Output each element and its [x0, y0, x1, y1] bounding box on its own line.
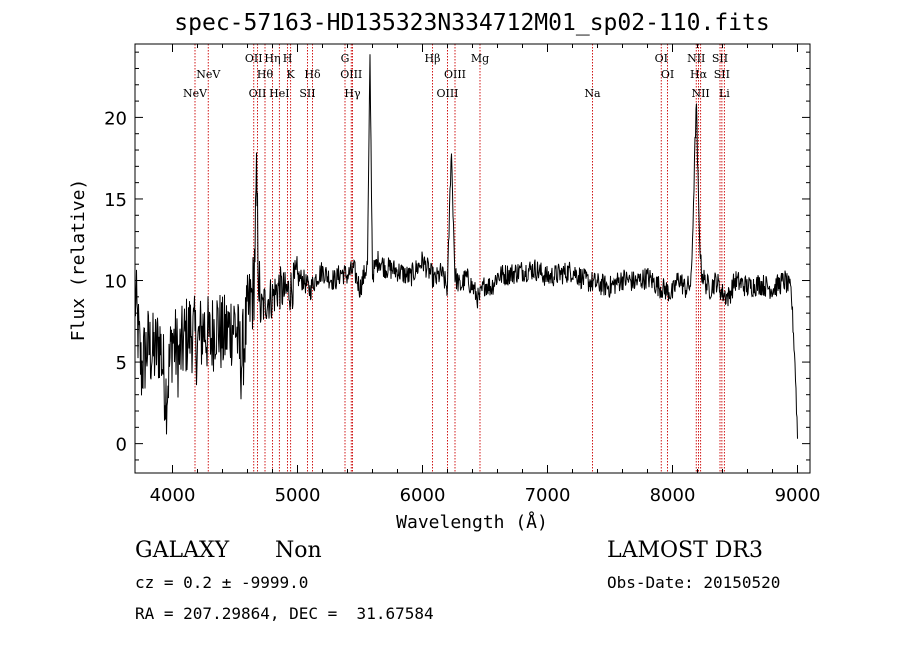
- y-tick-label: 20: [104, 108, 127, 129]
- emission-line-label: OIII: [444, 68, 466, 81]
- emission-line-label: OII: [245, 52, 263, 65]
- x-tick-label: 5000: [275, 485, 321, 506]
- emission-line-label: Li: [719, 87, 730, 100]
- chart-title: spec-57163-HD135323N334712M01_sp02-110.f…: [174, 10, 769, 36]
- emission-line-label: H: [283, 52, 293, 65]
- emission-line-label: Hγ: [344, 87, 361, 100]
- y-tick-labels: 0 5 10 15 20: [104, 108, 127, 455]
- emission-line-label: HeI: [269, 87, 289, 100]
- plot-axes: [134, 43, 811, 474]
- emission-line-markers: [194, 44, 725, 473]
- emission-line-label: K: [287, 68, 296, 81]
- flux-line: [134, 54, 798, 439]
- emission-line-label: OI: [655, 52, 668, 65]
- y-tick-label: 10: [104, 272, 127, 293]
- emission-line-label: Hη: [264, 52, 280, 65]
- obs-date-label: Obs-Date: 20150520: [607, 573, 781, 592]
- subclass-label: Non: [275, 538, 322, 563]
- emission-line-label: NII: [691, 87, 709, 100]
- x-tick-label: 7000: [525, 485, 571, 506]
- emission-line-label: Hθ: [257, 68, 274, 81]
- emission-line-label: Mg: [471, 52, 489, 65]
- x-tick-labels: 4000 5000 6000 7000 8000 9000: [150, 485, 821, 506]
- emission-line-label: OIII: [340, 68, 362, 81]
- x-tick-label: 8000: [650, 485, 696, 506]
- emission-line-label: G: [341, 52, 350, 65]
- emission-line-label: OII: [249, 87, 267, 100]
- survey-label: LAMOST DR3: [607, 538, 763, 563]
- redshift-label: cz = 0.2 ± -9999.0: [135, 573, 309, 592]
- emission-line-label: SII: [714, 68, 730, 81]
- y-tick-label: 0: [116, 435, 127, 456]
- y-tick-label: 5: [116, 353, 127, 374]
- emission-line-label: OI: [661, 68, 674, 81]
- emission-line-label: SII: [299, 87, 315, 100]
- emission-line-label: OIII: [436, 87, 458, 100]
- coordinates-label: RA = 207.29864, DEC = 31.67584: [135, 604, 434, 623]
- emission-line-label: NeV: [196, 68, 221, 81]
- x-axis-label: Wavelength (Å): [396, 511, 548, 533]
- classification-label: GALAXY: [135, 538, 230, 563]
- emission-line-labels: NeVNeVOIIOIIHθHηHeIHKSIIHδGOIIIHγHβOIIIO…: [183, 52, 730, 100]
- emission-line-label: NeV: [183, 87, 208, 100]
- emission-line-label: Hδ: [304, 68, 321, 81]
- emission-line-label: Hβ: [425, 52, 441, 65]
- emission-line-label: Na: [584, 87, 601, 100]
- emission-line-label: SII: [712, 52, 728, 65]
- plot-frame: [134, 43, 811, 474]
- flux-series: [134, 54, 798, 439]
- x-tick-label: 9000: [775, 485, 821, 506]
- emission-line-label: Hα: [690, 68, 708, 81]
- y-tick-label: 15: [104, 190, 127, 211]
- x-tick-label: 6000: [400, 485, 446, 506]
- y-axis-label: Flux (relative): [68, 179, 89, 342]
- x-tick-label: 4000: [150, 485, 196, 506]
- emission-line-label: NII: [687, 52, 705, 65]
